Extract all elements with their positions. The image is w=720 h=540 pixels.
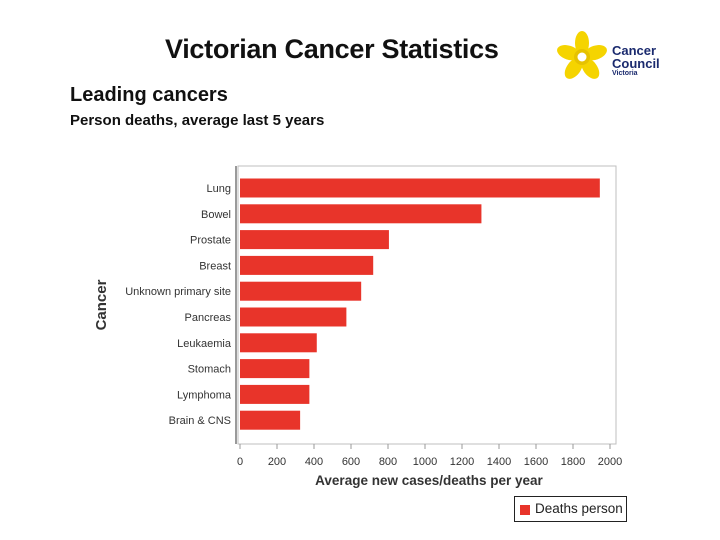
x-tick-label: 1200 xyxy=(450,456,474,468)
bar-brain-cns xyxy=(240,410,301,430)
x-tick-label: 1000 xyxy=(413,456,437,468)
bar-leukaemia xyxy=(240,333,317,353)
bar-lung xyxy=(240,178,600,198)
bar-prostate xyxy=(240,230,389,250)
y-tick-label: Leukaemia xyxy=(177,338,232,350)
y-tick-label: Breast xyxy=(199,260,231,272)
legend-label: Deaths person xyxy=(535,501,623,516)
x-tick-label: 1400 xyxy=(487,456,511,468)
y-axis-label: Cancer xyxy=(93,279,110,330)
bar-bowel xyxy=(240,204,482,224)
x-axis-label: Average new cases/deaths per year xyxy=(315,473,543,488)
bar-lymphoma xyxy=(240,384,310,404)
cancer-council-logo: Cancer Council Victoria xyxy=(556,30,666,86)
y-tick-label: Stomach xyxy=(188,364,231,376)
y-tick-label: Bowel xyxy=(201,209,231,221)
x-tick-label: 1800 xyxy=(561,456,585,468)
bar-pancreas xyxy=(240,307,347,327)
chart-subtitle: Person deaths, average last 5 years xyxy=(70,112,325,129)
daffodil-icon xyxy=(557,31,607,79)
bar-stomach xyxy=(240,359,310,379)
y-tick-label: Pancreas xyxy=(185,312,232,324)
x-tick-label: 800 xyxy=(379,456,397,468)
legend-swatch xyxy=(520,505,530,515)
section-title: Leading cancers xyxy=(70,84,228,106)
logo-text-council: Council xyxy=(612,56,660,71)
bar-breast xyxy=(240,255,374,275)
x-tick-label: 1600 xyxy=(524,456,548,468)
legend: Deaths person xyxy=(514,496,627,522)
y-tick-label: Unknown primary site xyxy=(125,286,231,298)
slide-title: Victorian Cancer Statistics xyxy=(165,34,499,64)
bar-unknown-primary-site xyxy=(240,281,362,301)
x-tick-label: 600 xyxy=(342,456,360,468)
x-tick-label: 200 xyxy=(268,456,286,468)
x-tick-label: 400 xyxy=(305,456,323,468)
logo-text-cancer: Cancer xyxy=(612,43,657,58)
y-tick-label: Brain & CNS xyxy=(169,415,231,427)
logo-text-victoria: Victoria xyxy=(612,70,638,77)
y-tick-label: Prostate xyxy=(190,235,231,247)
x-tick-label: 2000 xyxy=(598,456,622,468)
y-tick-label: Lung xyxy=(207,183,231,195)
x-tick-label: 0 xyxy=(237,456,243,468)
y-tick-label: Lymphoma xyxy=(177,389,232,401)
